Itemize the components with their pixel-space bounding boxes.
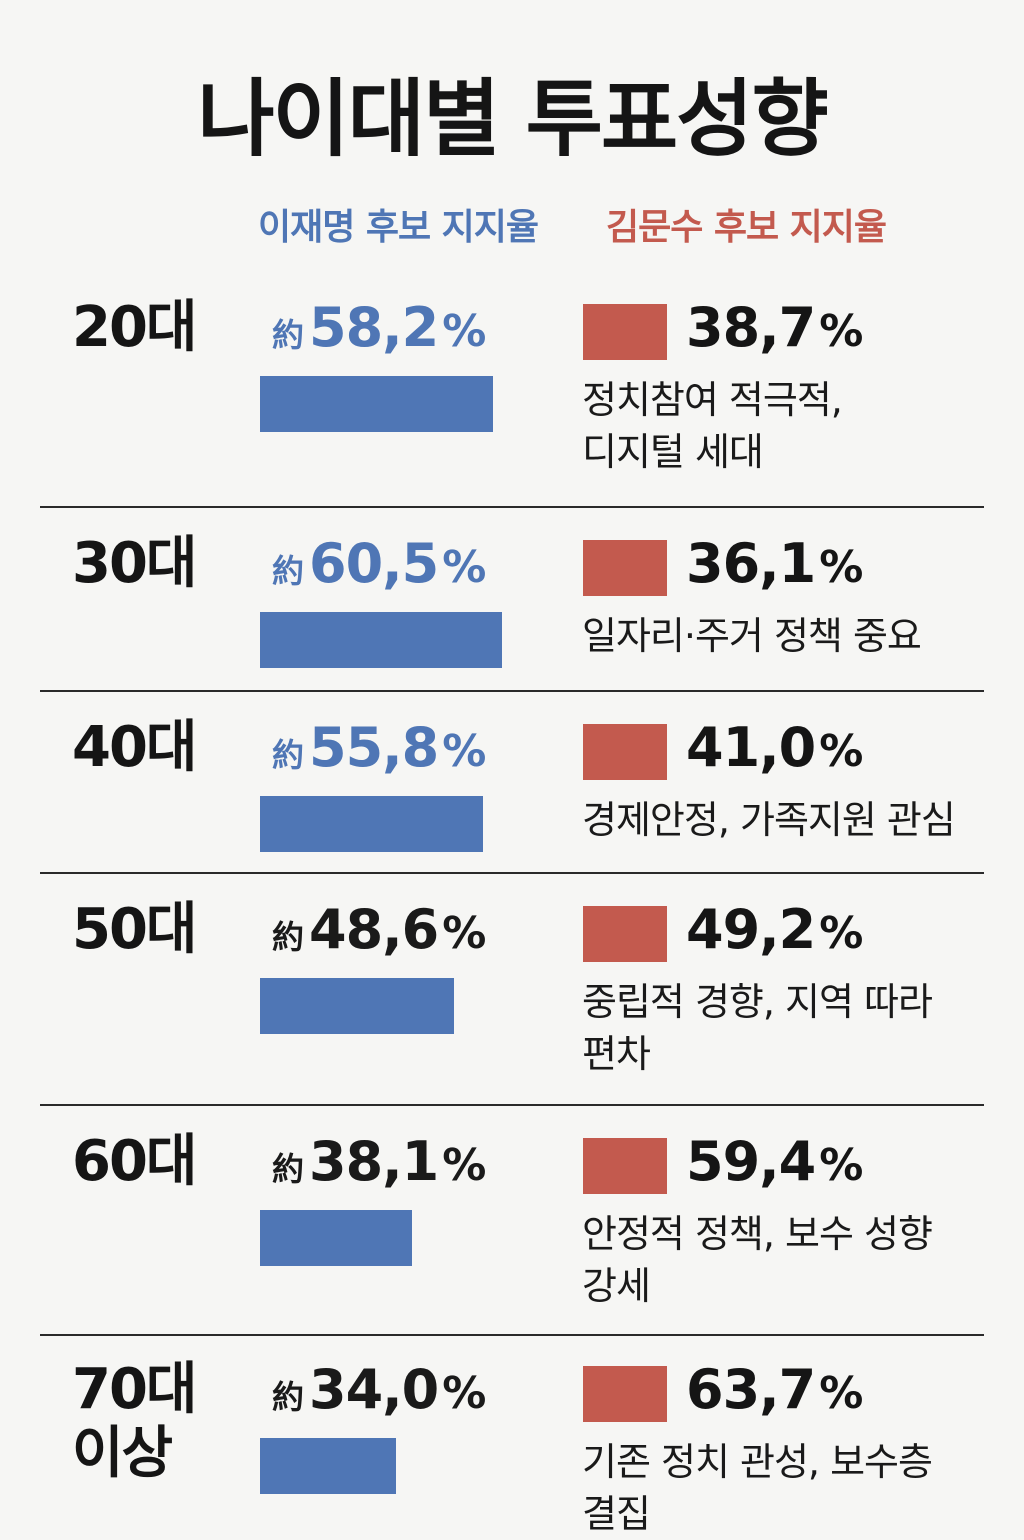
- lee-bar: [260, 978, 454, 1034]
- percent-sign: %: [819, 542, 863, 593]
- chart-row: 20대 約 58,2% 38,7% 정치참여 적극적, 디지털 세대: [0, 296, 1024, 476]
- row-note: 일자리·주거 정책 중요: [582, 614, 922, 658]
- chart-row: 40대 約 55,8% 41,0% 경제안정, 가족지원 관심: [0, 716, 1024, 896]
- kim-value-label: 49,2%: [686, 898, 863, 966]
- lee-bar: [260, 796, 483, 852]
- lee-value-label: 約 55,8%: [272, 716, 486, 787]
- kim-value-number: 59,4: [686, 1130, 816, 1193]
- approx-prefix: 約: [272, 1150, 304, 1188]
- lee-value-number: 55,8: [309, 716, 439, 779]
- lee-value-number: 34,0: [309, 1358, 439, 1421]
- chart-row: 50대 約 48,6% 49,2% 중립적 경향, 지역 따라 편차: [0, 898, 1024, 1078]
- row-note: 안정적 정책, 보수 성향 강세: [582, 1212, 933, 1308]
- age-label: 20대: [72, 295, 197, 360]
- percent-sign: %: [819, 1368, 863, 1419]
- percent-sign: %: [442, 306, 486, 357]
- percent-sign: %: [442, 726, 486, 777]
- approx-prefix: 約: [272, 1378, 304, 1416]
- kim-value-label: 38,7%: [686, 296, 863, 364]
- percent-sign: %: [819, 1140, 863, 1191]
- row-note: 경제안정, 가족지원 관심: [582, 798, 956, 842]
- lee-value-number: 60,5: [309, 532, 439, 595]
- kim-swatch: [583, 906, 667, 962]
- kim-value-number: 36,1: [686, 532, 816, 595]
- age-label: 70대 이상: [72, 1357, 197, 1486]
- age-label: 60대: [72, 1129, 197, 1194]
- lee-value-number: 38,1: [309, 1130, 439, 1193]
- lee-value-number: 48,6: [309, 898, 439, 961]
- lee-value-label: 約 38,1%: [272, 1130, 486, 1201]
- percent-sign: %: [442, 1368, 486, 1419]
- age-label: 40대: [72, 715, 197, 780]
- approx-prefix: 約: [272, 552, 304, 590]
- lee-value-number: 58,2: [309, 296, 439, 359]
- percent-sign: %: [442, 1140, 486, 1191]
- row-divider: [40, 506, 984, 508]
- kim-swatch: [583, 724, 667, 780]
- lee-bar: [260, 1210, 412, 1266]
- lee-bar: [260, 1438, 396, 1494]
- percent-sign: %: [442, 542, 486, 593]
- row-divider: [40, 690, 984, 692]
- approx-prefix: 約: [272, 736, 304, 774]
- kim-value-number: 63,7: [686, 1358, 816, 1421]
- chart-row: 30대 約 60,5% 36,1% 일자리·주거 정책 중요: [0, 532, 1024, 712]
- kim-swatch: [583, 1138, 667, 1194]
- kim-swatch: [583, 540, 667, 596]
- row-note: 기존 정치 관성, 보수층 결집: [582, 1440, 933, 1536]
- percent-sign: %: [819, 726, 863, 777]
- lee-value-label: 約 34,0%: [272, 1358, 486, 1429]
- chart-row: 60대 約 38,1% 59,4% 안정적 정책, 보수 성향 강세: [0, 1130, 1024, 1310]
- page-title: 나이대별 투표성향: [197, 70, 829, 168]
- kim-value-label: 41,0%: [686, 716, 863, 784]
- kim-value-number: 38,7: [686, 296, 816, 359]
- legend-kim: 김문수 후보 지지율: [606, 207, 887, 248]
- approx-prefix: 約: [272, 918, 304, 956]
- lee-bar: [260, 376, 493, 432]
- percent-sign: %: [442, 908, 486, 959]
- age-label: 50대: [72, 897, 197, 962]
- row-note: 중립적 경향, 지역 따라 편차: [582, 980, 933, 1076]
- legend-lee: 이재명 후보 지지율: [258, 207, 539, 248]
- percent-sign: %: [819, 908, 863, 959]
- chart-row: 70대 이상 約 34,0% 63,7% 기존 정치 관성, 보수층 결집: [0, 1358, 1024, 1538]
- kim-swatch: [583, 1366, 667, 1422]
- kim-swatch: [583, 304, 667, 360]
- lee-value-label: 約 48,6%: [272, 898, 486, 969]
- lee-value-label: 約 60,5%: [272, 532, 486, 603]
- row-divider: [40, 872, 984, 874]
- kim-value-number: 49,2: [686, 898, 816, 961]
- kim-value-label: 59,4%: [686, 1130, 863, 1198]
- row-note: 정치참여 적극적, 디지털 세대: [582, 378, 843, 474]
- percent-sign: %: [819, 306, 863, 357]
- kim-value-number: 41,0: [686, 716, 816, 779]
- row-divider: [40, 1104, 984, 1106]
- row-divider: [40, 1334, 984, 1336]
- age-label: 30대: [72, 531, 197, 596]
- approx-prefix: 約: [272, 316, 304, 354]
- kim-value-label: 63,7%: [686, 1358, 863, 1426]
- kim-value-label: 36,1%: [686, 532, 863, 600]
- lee-bar: [260, 612, 502, 668]
- lee-value-label: 約 58,2%: [272, 296, 486, 367]
